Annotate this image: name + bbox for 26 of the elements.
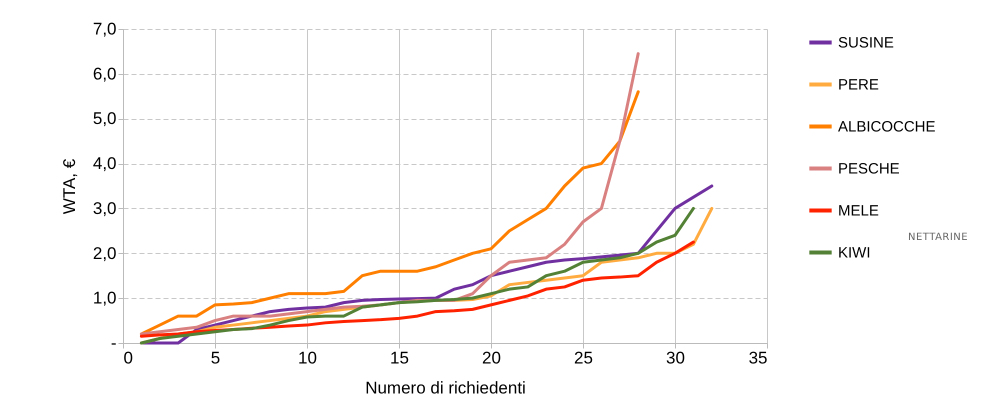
- legend-label: PERE: [838, 76, 879, 94]
- y-tick-label: 6,0: [92, 64, 116, 84]
- y-axis-title: WTA, €: [60, 158, 79, 214]
- legend-label: PESCHE: [838, 160, 900, 178]
- y-tick-label: 5,0: [92, 109, 116, 128]
- y-tick-label: 1,0: [92, 288, 116, 308]
- y-tick-label: 2,0: [92, 244, 116, 263]
- y-tick-label: 4,0: [92, 154, 116, 174]
- y-tick-label: -: [110, 334, 116, 352]
- text: NETTARINE: [908, 232, 968, 243]
- x-tick-label: 15: [390, 348, 409, 368]
- x-tick-label: 0: [124, 348, 133, 368]
- x-tick-label: 10: [298, 348, 317, 368]
- y-tick-label: 7,0: [92, 20, 116, 38]
- x-axis-title: Numero di richiedenti: [365, 378, 526, 398]
- line-series: [140, 240, 695, 338]
- legend-label: SUSINE: [838, 34, 894, 52]
- legend-label: ALBICOCCHE: [838, 118, 936, 136]
- legend-label: MELE: [838, 202, 879, 220]
- x-tick-label: 35: [748, 348, 768, 368]
- x-tick-label: 20: [482, 348, 501, 368]
- y-tick-label: 3,0: [92, 198, 116, 218]
- x-tick-label: 30: [666, 348, 685, 368]
- x-tick-label: 25: [574, 348, 593, 368]
- legend-label: KIWI: [838, 244, 870, 262]
- x-tick-label: 5: [210, 348, 220, 368]
